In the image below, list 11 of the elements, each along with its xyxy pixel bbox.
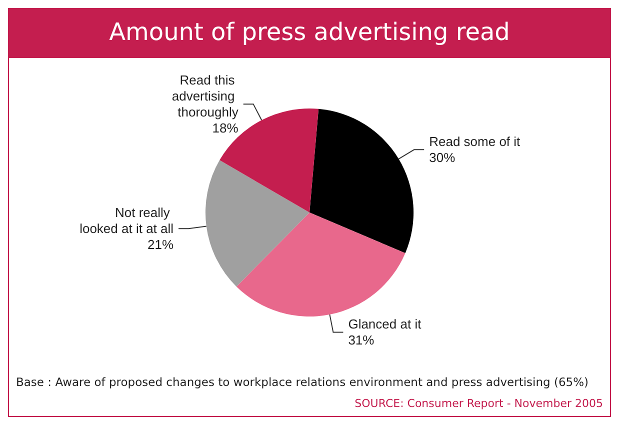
data-label: 18%: [212, 120, 239, 136]
slice-label: Read some of it: [429, 134, 521, 150]
slice-label: Glanced at it: [348, 316, 422, 332]
slice-label: Read this advertising thoroughly: [172, 72, 239, 120]
chart-title: Amount of press advertising read: [109, 18, 510, 46]
data-label: 31%: [348, 332, 375, 348]
data-label: 30%: [429, 150, 456, 166]
slice-label: Not really looked at it at all: [80, 205, 174, 236]
source-note: SOURCE: Consumer Report - November 2005: [354, 397, 604, 410]
text: Base : Aware of proposed changes to workplace relations environment and press advertising (65%): [16, 375, 589, 389]
data-label: 21%: [148, 237, 174, 252]
